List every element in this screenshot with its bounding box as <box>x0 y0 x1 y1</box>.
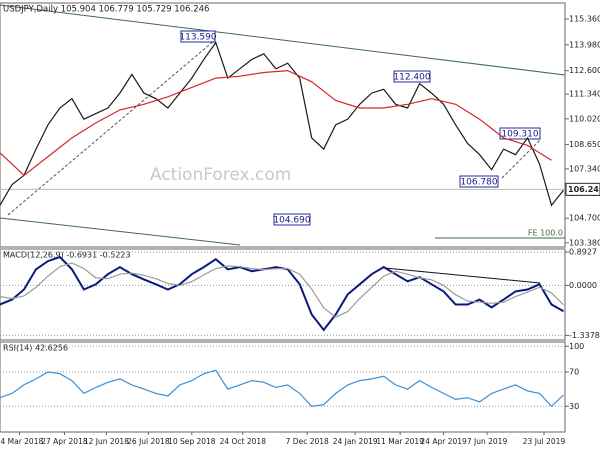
rsi-frame <box>0 341 566 433</box>
y-tick-label: 113.980 <box>569 40 600 49</box>
x-tick-label: 7 Jun 2019 <box>467 437 508 446</box>
watermark: ActionForex.com <box>150 165 291 185</box>
y-tick-label: 111.340 <box>569 90 600 99</box>
annotation-box <box>273 213 311 226</box>
y-tick-label: 100 <box>569 342 584 351</box>
x-tick-label: 27 Apr 2018 <box>41 437 88 446</box>
y-tick-label: 107.340 <box>569 164 600 173</box>
trend-dashed <box>7 39 216 216</box>
y-tick-label: 103.380 <box>569 238 600 247</box>
y-tick-label: 110.020 <box>569 114 600 123</box>
annotation: 104.690 <box>273 216 310 226</box>
price-frame <box>0 2 566 248</box>
y-tick-label: 108.650 <box>569 140 600 149</box>
y-tick-label: 70 <box>569 368 579 377</box>
series-line <box>0 69 552 177</box>
channel-upper <box>0 4 566 76</box>
series-line <box>0 369 564 408</box>
macd-trendline <box>384 267 541 284</box>
annotation: 113.590 <box>179 33 216 43</box>
y-tick-label: -1.3378 <box>569 331 600 340</box>
series-line <box>0 262 564 318</box>
y-tick-label: 115.360 <box>569 15 600 24</box>
annotation-box <box>180 30 216 43</box>
annotation: 112.400 <box>393 73 430 83</box>
header: USDJPY,Daily 105.904 106.779 105.729 106… <box>3 5 209 15</box>
y-tick-label: 112.600 <box>569 66 600 75</box>
x-tick-label: 11 Mar 2019 <box>376 437 424 446</box>
x-tick-label: 23 Jul 2019 <box>523 437 566 446</box>
annotation: FE 100.0 <box>528 229 563 238</box>
x-tick-label: 10 Sep 2018 <box>168 437 216 446</box>
annotation-box <box>459 175 499 188</box>
x-tick-label: 24 Oct 2018 <box>220 437 267 446</box>
last-price-box <box>565 182 600 196</box>
x-tick-label: 12 Jun 2018 <box>84 437 129 446</box>
annotation-box <box>393 70 431 83</box>
y-tick-label: 0.8927 <box>569 248 597 257</box>
x-tick-label: 7 Dec 2018 <box>286 437 329 446</box>
last-price-label: 106.246 <box>568 185 600 194</box>
macd-frame <box>0 248 566 341</box>
y-tick-label: 104.700 <box>569 214 600 223</box>
series-line <box>0 41 564 207</box>
panel-title: RSI(14) 42.6256 <box>3 344 68 353</box>
trend-dashed <box>501 139 541 179</box>
annotation-box <box>499 127 541 140</box>
y-tick-label: 30 <box>569 402 579 411</box>
annotation: 109.310 <box>501 130 538 140</box>
channel-lower <box>0 217 241 246</box>
annotations: 113.590 104.690 112.400 109.310 106.780 … <box>179 30 563 238</box>
panel-title: MACD(12,26,9) -0.6931 -0.5223 <box>3 251 131 260</box>
x-tick-label: 24 Apr 2019 <box>420 437 467 446</box>
x-tick-label: 14 Mar 2018 <box>0 437 43 446</box>
series-line <box>0 255 564 332</box>
y-tick-label: 0.0000 <box>569 281 597 290</box>
annotation: 106.780 <box>460 178 497 188</box>
x-tick-label: 26 Jul 2018 <box>127 437 170 446</box>
x-tick-label: 24 Jan 2019 <box>333 437 378 446</box>
